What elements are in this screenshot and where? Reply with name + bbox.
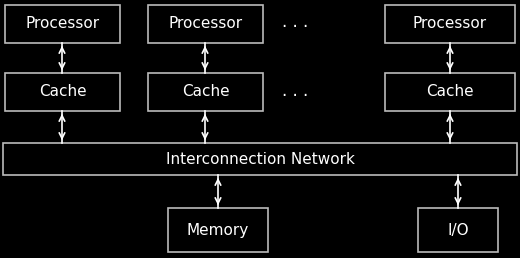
Text: I/O: I/O: [447, 222, 469, 238]
Bar: [5, 73, 120, 111]
Text: Processor: Processor: [413, 17, 487, 31]
Text: Cache: Cache: [426, 85, 474, 100]
Text: . . .: . . .: [282, 82, 308, 100]
Bar: [148, 73, 263, 111]
Bar: [418, 208, 498, 252]
Text: Processor: Processor: [168, 17, 242, 31]
Bar: [385, 5, 515, 43]
Text: . . .: . . .: [282, 13, 308, 31]
Text: Processor: Processor: [25, 17, 99, 31]
Bar: [5, 5, 120, 43]
Text: Memory: Memory: [187, 222, 249, 238]
Bar: [168, 208, 268, 252]
Text: Cache: Cache: [38, 85, 86, 100]
Bar: [148, 5, 263, 43]
Bar: [3, 143, 517, 175]
Bar: [385, 73, 515, 111]
Text: Cache: Cache: [181, 85, 229, 100]
Text: Interconnection Network: Interconnection Network: [165, 151, 355, 166]
